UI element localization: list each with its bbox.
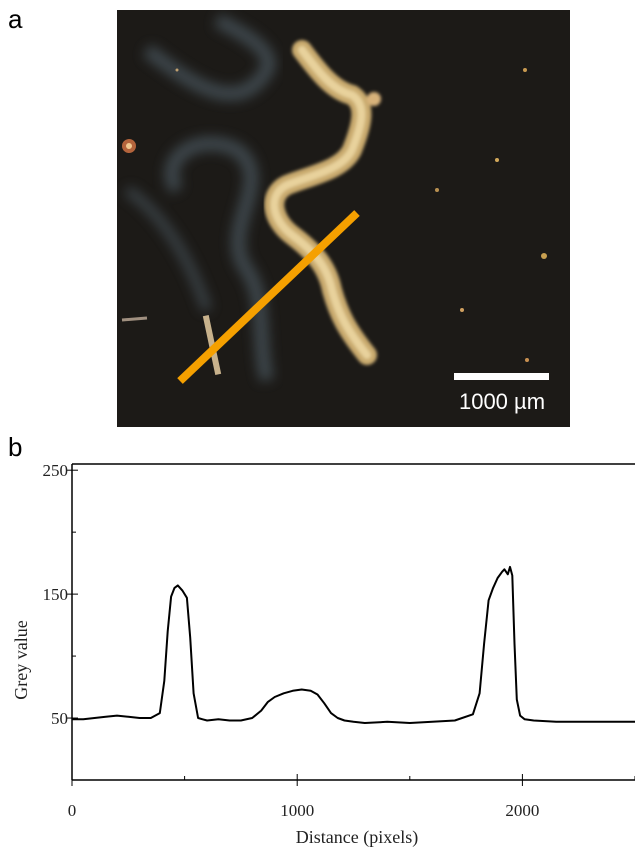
x-tick-label: 2000 [505, 801, 539, 820]
debris [121, 68, 547, 375]
micrograph-image: 1000 µm [117, 10, 570, 427]
grey-value-profile-chart: 50 150 250 0 1000 2000 Distance (pixels) Grey… [11, 461, 635, 848]
particle-aggregate [264, 40, 381, 365]
x-tick-label: 0 [68, 801, 77, 820]
y-tick-label: 250 [43, 461, 69, 480]
y-tick-label: 150 [43, 585, 69, 604]
x-axis-title: Distance (pixels) [296, 827, 418, 848]
profile-line [177, 210, 360, 384]
scale-bar [454, 373, 549, 380]
series-layer [72, 565, 635, 724]
scale-bar-label: 1000 µm [459, 389, 545, 414]
faint-fiber [124, 13, 276, 382]
y-axis-title: Grey value [11, 620, 31, 699]
panel-a-label: a [8, 4, 23, 34]
grey-value-series-line [72, 565, 635, 724]
axes: 50 150 250 0 1000 2000 [43, 461, 635, 820]
x-tick-label: 1000 [280, 801, 314, 820]
y-tick-label: 50 [51, 709, 68, 728]
panel-b-label: b [8, 432, 23, 462]
